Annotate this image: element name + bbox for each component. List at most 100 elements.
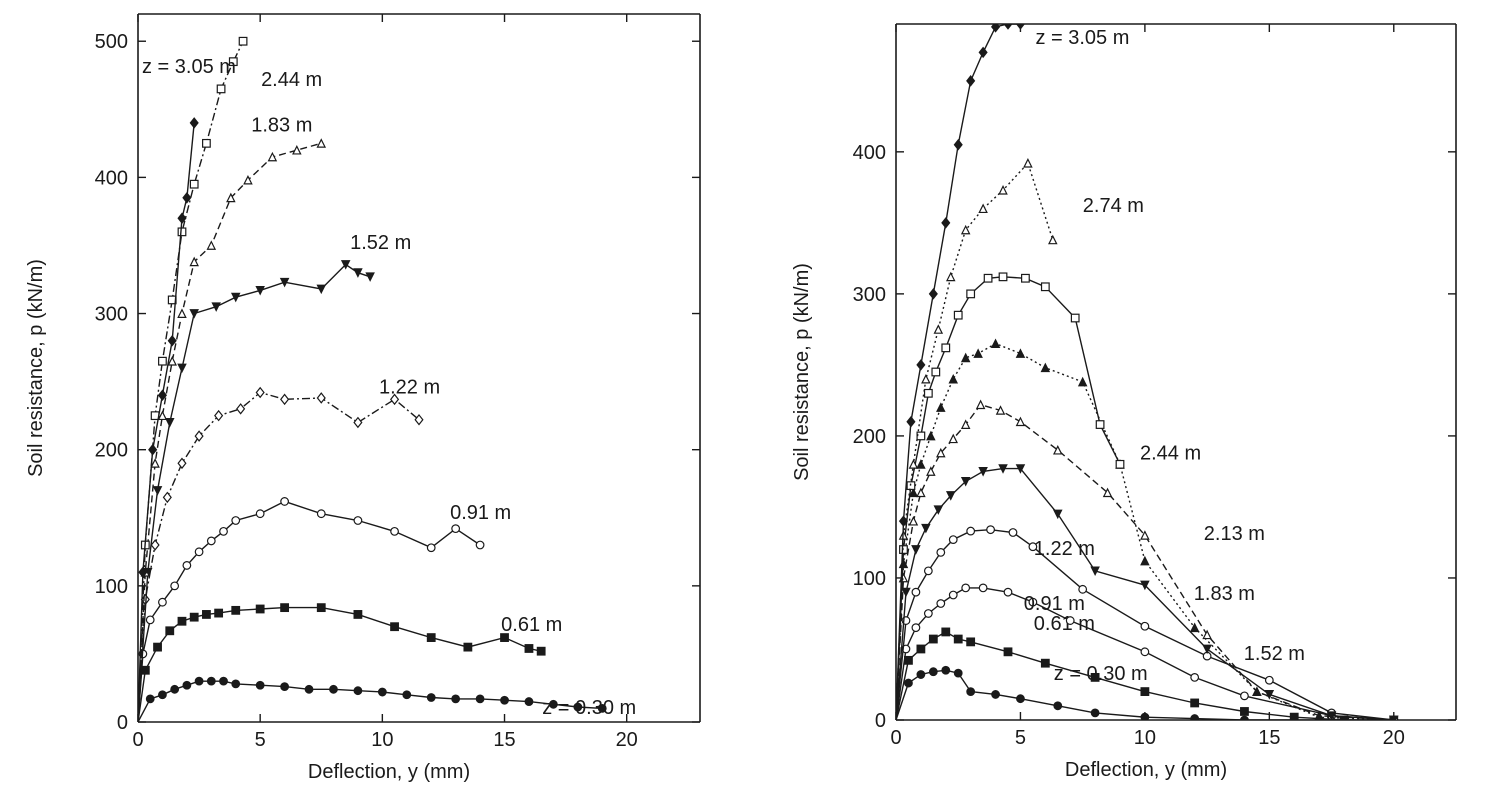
data-point [548, 699, 558, 709]
data-point [921, 373, 931, 384]
y-tick-label: 100 [95, 576, 128, 598]
data-point [1102, 487, 1113, 498]
data-point [177, 227, 187, 237]
y-tick-label: 0 [117, 712, 128, 734]
data-point [238, 36, 248, 46]
data-point [524, 644, 534, 653]
data-point [990, 24, 1001, 33]
data-point [960, 476, 971, 487]
data-point [978, 583, 988, 593]
data-point [236, 403, 246, 415]
data-point [353, 610, 363, 619]
data-point [1264, 675, 1274, 685]
data-point [153, 642, 162, 652]
data-point [219, 526, 228, 536]
series-label: 0.61 m [1034, 613, 1095, 635]
series-line [896, 403, 1394, 720]
data-point [202, 610, 211, 619]
y-tick-label: 0 [875, 710, 886, 732]
data-point [998, 185, 1008, 195]
data-point [148, 443, 158, 456]
data-point [402, 690, 412, 700]
x-tick-label: 10 [1134, 727, 1156, 749]
data-point [1252, 686, 1262, 696]
data-point [167, 356, 177, 366]
data-point [960, 419, 971, 429]
series-line [138, 263, 371, 722]
data-point [329, 684, 338, 694]
series-0.91-m [896, 583, 1399, 720]
series-label: 2.44 m [1140, 442, 1201, 464]
data-point [279, 277, 290, 288]
data-point [986, 525, 995, 535]
series-label: 1.83 m [251, 114, 312, 136]
y-axis-title: Soil resistance, p (kN/m) [25, 259, 47, 477]
data-point [202, 138, 211, 148]
x-tick-label: 0 [890, 727, 901, 749]
data-point [1053, 444, 1063, 455]
data-point [923, 609, 933, 618]
data-point [216, 84, 226, 94]
data-point [1240, 691, 1249, 701]
data-point [140, 665, 150, 675]
data-point [1015, 24, 1026, 30]
data-point [898, 515, 909, 527]
data-point [182, 192, 192, 204]
data-point [1264, 690, 1275, 700]
data-point [177, 457, 187, 470]
series-label: 0.91 m [450, 502, 511, 524]
data-point [936, 547, 946, 557]
data-point [389, 393, 400, 406]
y-tick-label: 200 [853, 426, 886, 448]
series-label: 0.61 m [501, 614, 562, 636]
data-point [1003, 24, 1013, 30]
y-tick-label: 400 [95, 167, 128, 189]
series-line [138, 142, 322, 722]
data-point [904, 678, 913, 688]
data-point [255, 285, 265, 296]
data-point [1015, 464, 1026, 474]
data-point [916, 459, 926, 469]
data-point [280, 603, 290, 613]
series-label: 2.74 m [1083, 195, 1144, 217]
data-point [1040, 362, 1051, 373]
data-point [1090, 566, 1100, 576]
series-label: 1.52 m [350, 232, 411, 254]
data-point [926, 466, 936, 476]
data-point [426, 693, 436, 702]
data-point [953, 634, 963, 644]
data-point [1190, 714, 1200, 720]
data-point [1140, 687, 1150, 696]
data-point [182, 680, 192, 690]
data-point [1040, 282, 1050, 292]
series-0.61-m [138, 603, 546, 722]
data-point [165, 626, 175, 636]
data-point [255, 604, 265, 614]
y-tick-label: 500 [95, 31, 128, 53]
x-ticks: 0 5 10 15 20 [890, 24, 1405, 749]
data-point [414, 413, 424, 426]
data-point [177, 308, 187, 318]
data-point [1078, 584, 1088, 594]
data-point [230, 292, 241, 303]
data-point [1190, 672, 1200, 682]
y-axis-title: Soil resistance, p (kN/m) [791, 263, 813, 481]
data-point [292, 145, 302, 155]
data-point [995, 405, 1006, 415]
data-point [170, 684, 180, 694]
data-point [219, 676, 228, 686]
x-tick-label: 0 [132, 729, 143, 751]
series-line [896, 631, 1394, 720]
data-point [1028, 542, 1038, 552]
data-point [1053, 701, 1063, 711]
data-point [138, 566, 148, 578]
data-point [500, 633, 509, 642]
data-point [966, 289, 976, 299]
data-point [966, 526, 976, 536]
data-point [908, 459, 919, 469]
data-point [390, 622, 399, 632]
data-point [998, 272, 1008, 282]
data-point [177, 212, 187, 224]
